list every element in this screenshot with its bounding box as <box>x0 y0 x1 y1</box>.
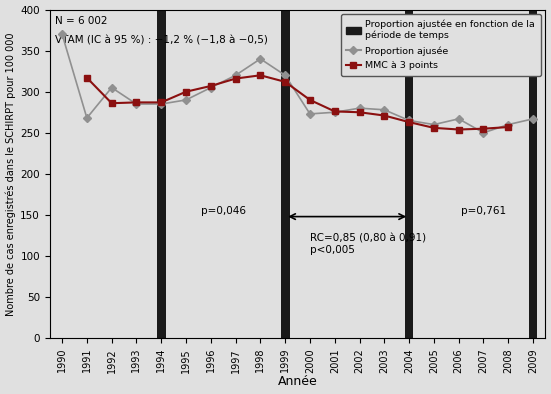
MMC à 3 points <box>332 109 338 114</box>
MMC à 3 points <box>430 126 437 130</box>
Proportion ajusée <box>406 118 412 123</box>
Text: p=0,046: p=0,046 <box>201 206 246 216</box>
Proportion ajusée <box>282 73 289 78</box>
Proportion ajusée <box>356 106 363 110</box>
Proportion ajusée <box>307 112 314 116</box>
MMC à 3 points <box>480 126 487 131</box>
Proportion ajusée <box>133 102 140 106</box>
Line: Proportion ajusée: Proportion ajusée <box>59 31 536 136</box>
MMC à 3 points <box>109 101 115 106</box>
Y-axis label: Nombre de cas enregistrés dans le SCHIRPT pour 100 000: Nombre de cas enregistrés dans le SCHIRP… <box>6 32 16 316</box>
Proportion ajusée <box>430 122 437 127</box>
Proportion ajusée <box>505 122 511 127</box>
MMC à 3 points <box>233 76 239 81</box>
MMC à 3 points <box>208 84 214 88</box>
Text: N = 6 002: N = 6 002 <box>55 16 107 26</box>
Bar <box>529 9 537 338</box>
MMC à 3 points <box>455 127 462 132</box>
Proportion ajusée <box>530 117 536 121</box>
Proportion ajusée <box>480 130 487 135</box>
Bar <box>405 9 413 338</box>
MMC à 3 points <box>307 98 314 102</box>
Proportion ajusée <box>84 116 90 121</box>
MMC à 3 points <box>158 100 165 105</box>
MMC à 3 points <box>282 80 289 84</box>
MMC à 3 points <box>356 110 363 115</box>
MMC à 3 points <box>84 75 90 80</box>
Proportion ajusée <box>381 108 388 112</box>
Text: p=0,761: p=0,761 <box>461 206 506 216</box>
Proportion ajusée <box>257 56 264 61</box>
Legend: Proportion ajustée en fonction de la
période de temps, Proportion ajusée, MMC à : Proportion ajustée en fonction de la pér… <box>341 14 541 76</box>
Bar <box>157 9 166 338</box>
Bar <box>281 9 289 338</box>
Proportion ajusée <box>183 98 190 102</box>
MMC à 3 points <box>505 125 511 129</box>
Proportion ajusée <box>455 117 462 121</box>
MMC à 3 points <box>406 120 412 125</box>
MMC à 3 points <box>183 89 190 94</box>
Proportion ajusée <box>208 85 214 90</box>
Proportion ajusée <box>59 32 66 37</box>
Proportion ajusée <box>332 110 338 115</box>
X-axis label: Année: Année <box>278 375 317 388</box>
Proportion ajusée <box>233 73 239 78</box>
Text: RC=0,85 (0,80 à 0,91)
p<0,005: RC=0,85 (0,80 à 0,91) p<0,005 <box>310 233 426 255</box>
Proportion ajusée <box>158 102 165 106</box>
MMC à 3 points <box>257 73 264 78</box>
MMC à 3 points <box>381 113 388 118</box>
Text: VTAM (IC à 95 %) : −1,2 % (−1,8 à −0,5): VTAM (IC à 95 %) : −1,2 % (−1,8 à −0,5) <box>55 36 268 46</box>
Proportion ajusée <box>109 85 115 90</box>
MMC à 3 points <box>133 100 140 105</box>
Line: MMC à 3 points: MMC à 3 points <box>84 72 511 133</box>
